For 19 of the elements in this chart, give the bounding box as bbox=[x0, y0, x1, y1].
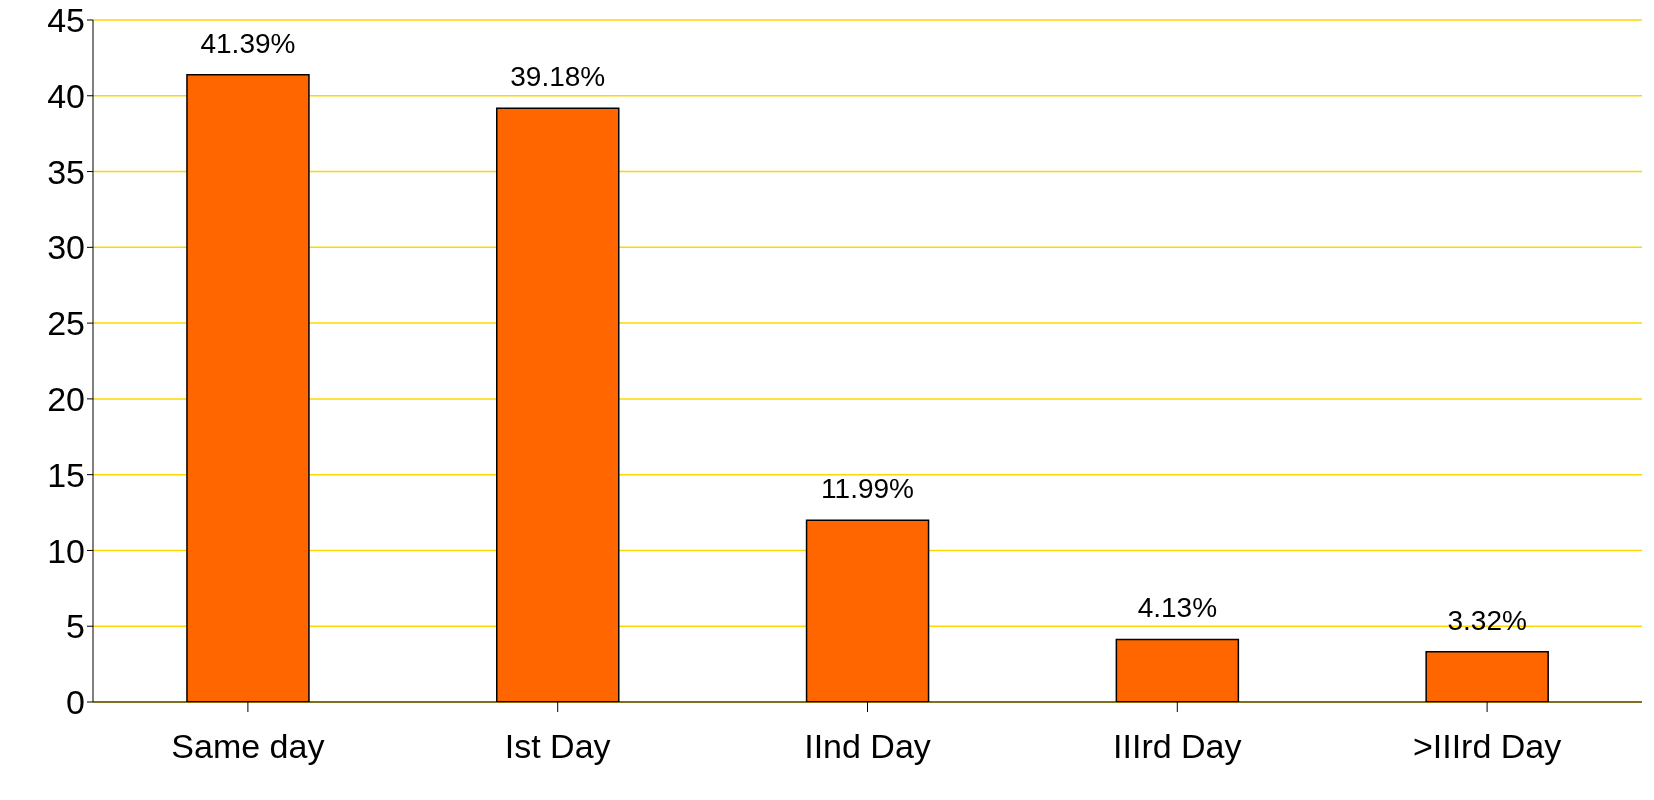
y-tick-label: 20 bbox=[47, 379, 85, 418]
y-tick-label: 10 bbox=[47, 531, 85, 570]
y-tick-label: 5 bbox=[66, 607, 85, 646]
y-tick-label: 0 bbox=[66, 683, 85, 722]
data-label: 41.39% bbox=[200, 27, 296, 59]
y-tick-label: 25 bbox=[47, 304, 85, 343]
x-tick-label: >IIIrd Day bbox=[1412, 727, 1562, 766]
x-tick-label: Same day bbox=[171, 727, 325, 766]
x-tick-label: IIIrd Day bbox=[1113, 727, 1242, 766]
y-tick-label: 40 bbox=[47, 76, 85, 115]
y-tick-label: 35 bbox=[47, 152, 85, 191]
x-tick-label: IInd Day bbox=[804, 727, 931, 766]
y-tick-label: 15 bbox=[47, 455, 85, 494]
data-label: 39.18% bbox=[510, 61, 606, 93]
data-label: 4.13% bbox=[1137, 592, 1218, 624]
x-tick-label: Ist Day bbox=[504, 727, 611, 766]
data-label: 11.99% bbox=[821, 473, 915, 505]
y-tick-label: 45 bbox=[47, 1, 85, 40]
y-tick-label: 30 bbox=[47, 228, 85, 267]
